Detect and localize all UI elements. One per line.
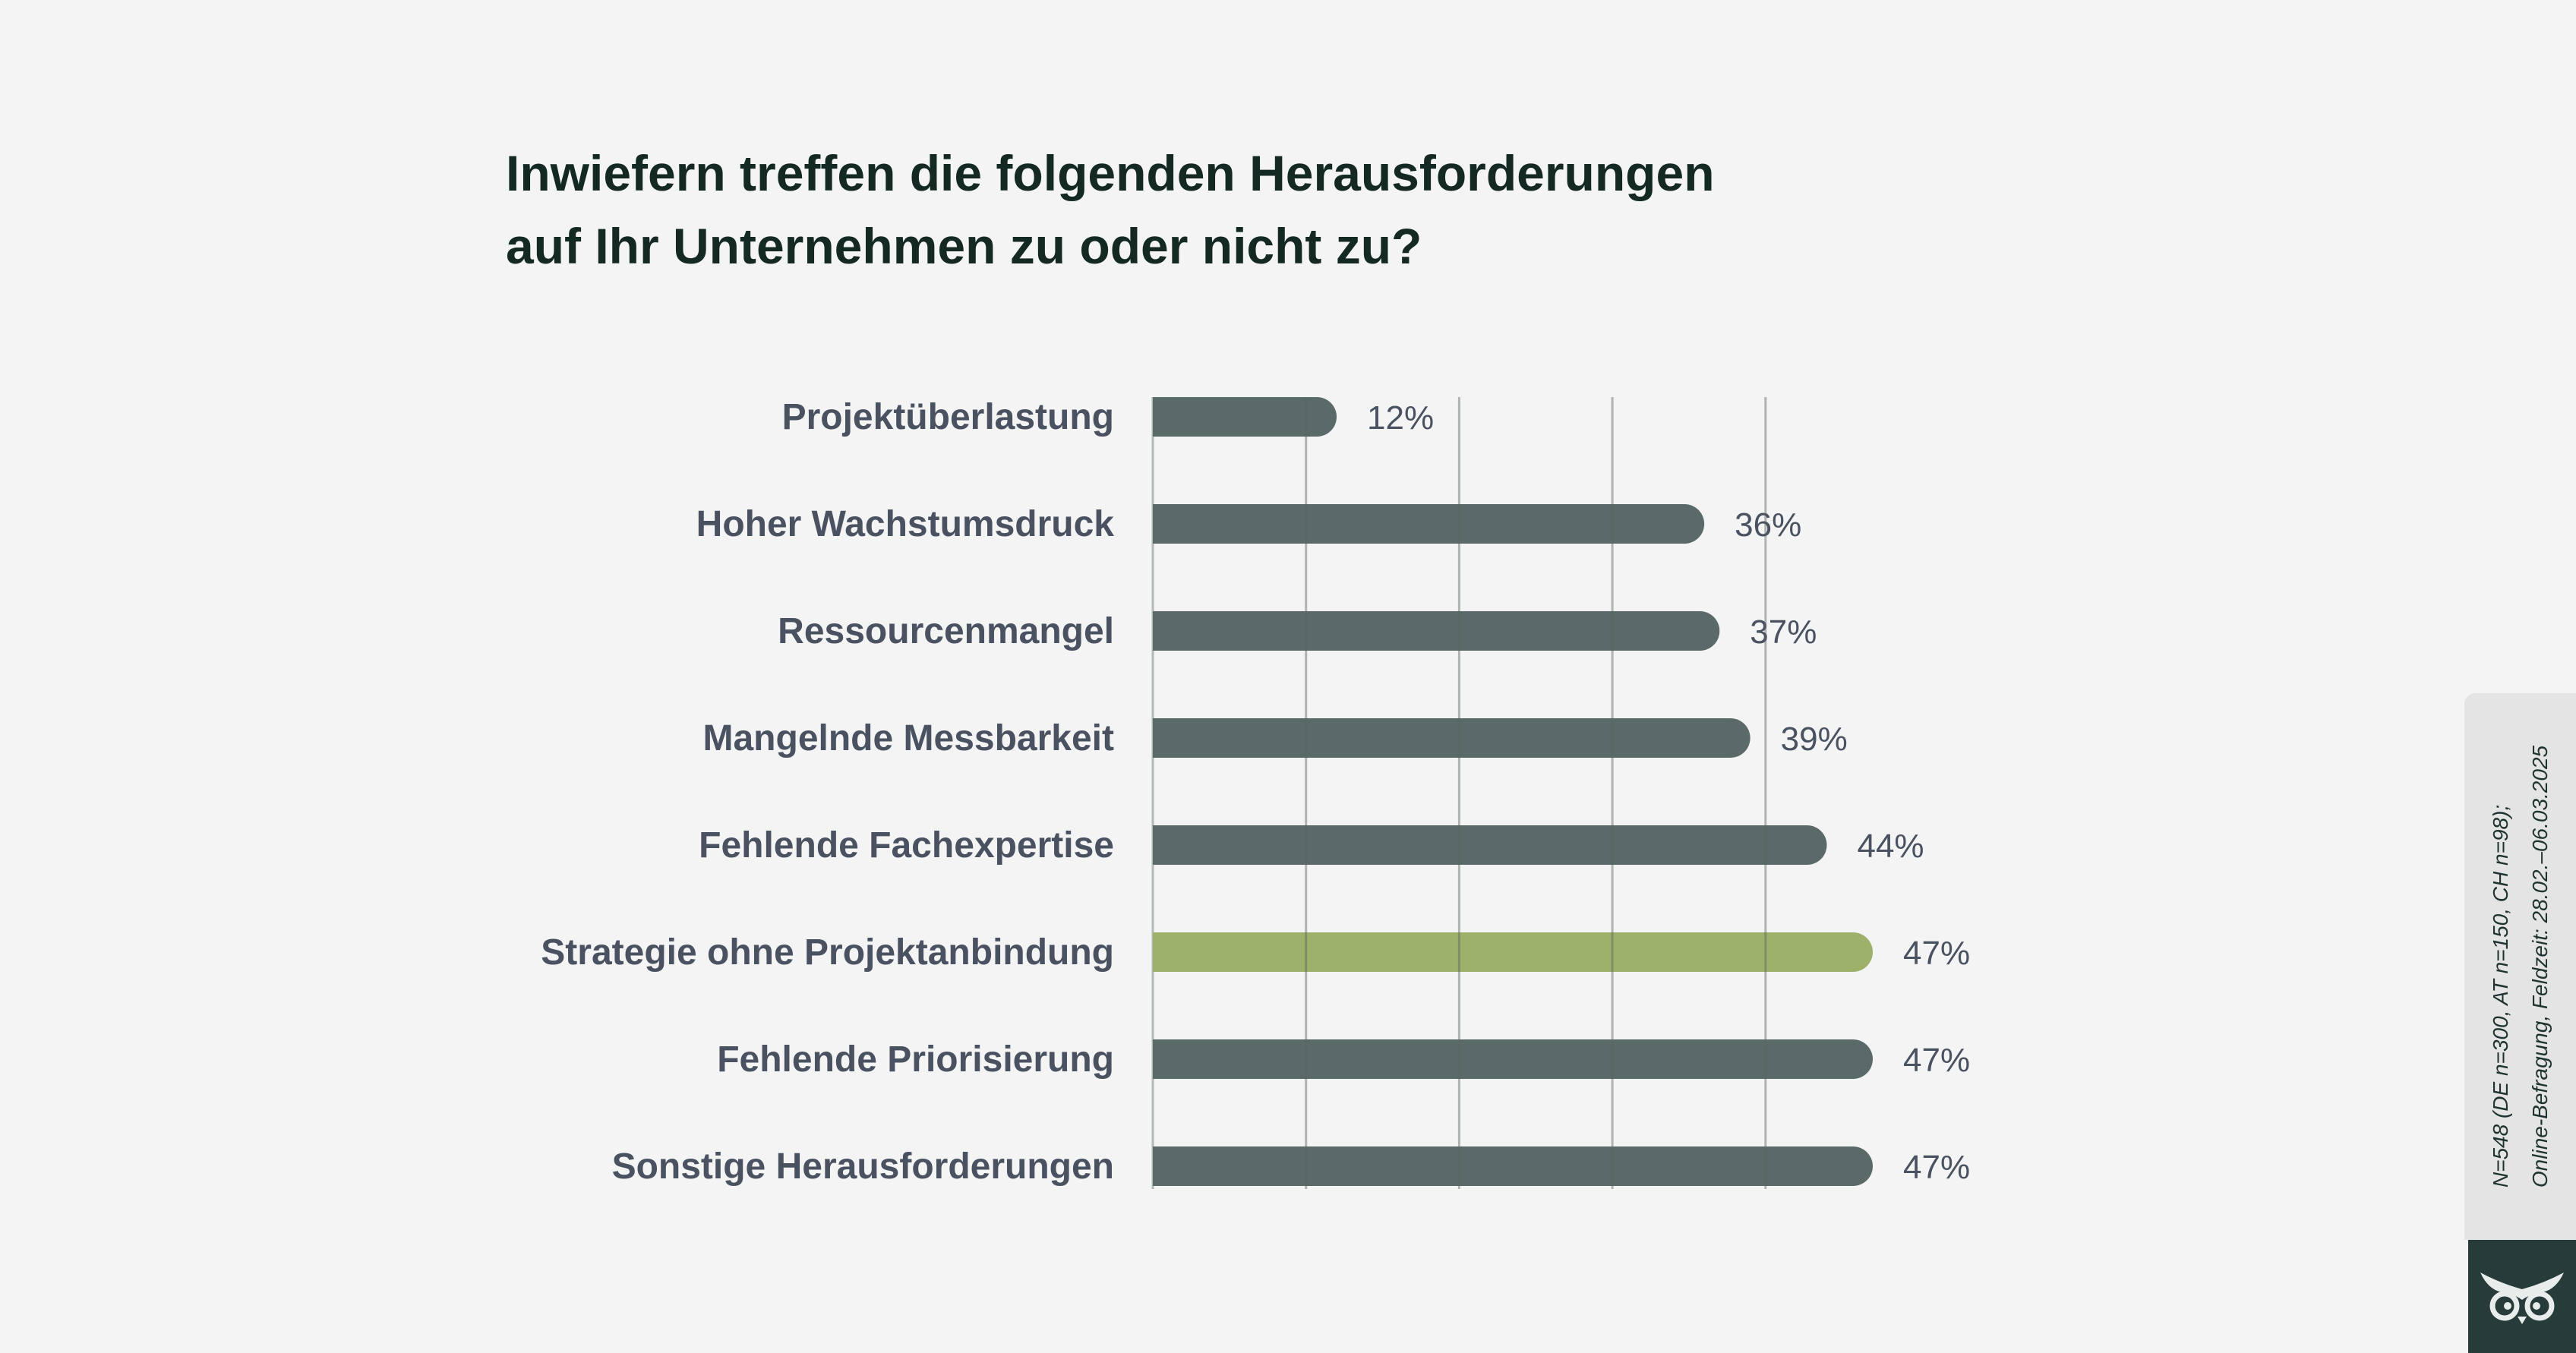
value-label: 12% <box>1367 399 1434 437</box>
category-label: Fehlende Fachexpertise <box>699 825 1114 866</box>
category-label: Hoher Wachstumsdruck <box>696 504 1115 544</box>
bar-2 <box>1153 504 1705 544</box>
footnote-panel: N=548 (DE n=300, AT n=150, CH n=98); Onl… <box>2464 693 2576 1240</box>
value-label: 47% <box>1903 935 1970 972</box>
category-label: Strategie ohne Projektanbindung <box>541 932 1114 973</box>
owl-icon <box>2480 1272 2564 1324</box>
footnote-line-1: N=548 (DE n=300, AT n=150, CH n=98); <box>2488 804 2512 1188</box>
bar-1 <box>1153 397 1337 437</box>
bar-8 <box>1153 1146 1873 1186</box>
value-label: 47% <box>1903 1042 1970 1079</box>
chart-title-line-2: auf Ihr Unternehmen zu oder nicht zu? <box>506 218 1422 274</box>
value-label: 44% <box>1857 828 1924 865</box>
footnote-line-2: Online-Befragung, Feldzeit: 28.02.–06.03… <box>2527 745 2552 1188</box>
category-label: Fehlende Priorisierung <box>717 1039 1114 1080</box>
chart-title-line-1: Inwiefern treffen die folgenden Herausfo… <box>506 145 1715 201</box>
bar-5 <box>1153 825 1827 865</box>
chart-title: Inwiefern treffen die folgenden Herausfo… <box>506 137 2025 282</box>
category-label: Mangelnde Messbarkeit <box>703 718 1115 758</box>
category-label: Ressourcenmangel <box>778 611 1114 651</box>
bar-4 <box>1153 718 1750 758</box>
bar-3 <box>1153 611 1720 651</box>
bar-7 <box>1153 1039 1873 1079</box>
value-label: 37% <box>1750 613 1817 651</box>
footnote: N=548 (DE n=300, AT n=150, CH n=98); Onl… <box>2481 746 2560 1187</box>
value-label: 47% <box>1903 1149 1970 1186</box>
bar-6 <box>1153 932 1873 972</box>
value-label: 36% <box>1735 506 1801 544</box>
category-label: Projektüberlastung <box>782 397 1114 437</box>
value-label: 39% <box>1781 721 1848 758</box>
category-label: Sonstige Herausforderungen <box>612 1146 1114 1187</box>
logo <box>2468 1240 2576 1353</box>
